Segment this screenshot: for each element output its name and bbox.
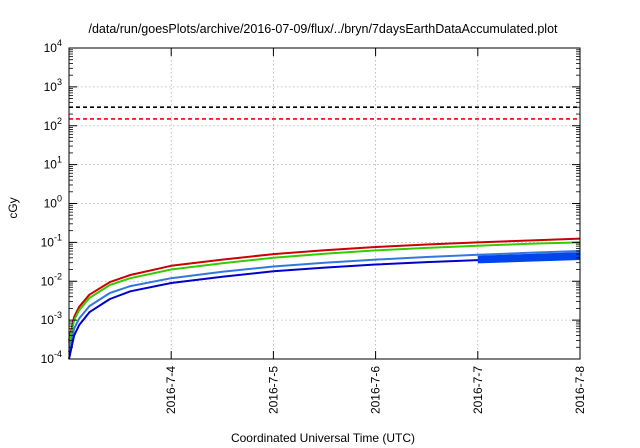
plot-area xyxy=(68,106,581,360)
y-tick-exponent: -4 xyxy=(54,349,62,359)
series-line-9 xyxy=(477,253,581,260)
y-tick-label: 104 xyxy=(44,38,62,55)
y-tick-base: 10 xyxy=(41,352,55,366)
y-tick-label: 101 xyxy=(44,155,62,172)
y-tick-exponent: -3 xyxy=(54,310,62,320)
y-tick-exponent: 2 xyxy=(57,116,62,126)
y-tick-label: 102 xyxy=(44,116,62,133)
x-tick-label: 2016-7-7 xyxy=(471,366,485,414)
series-line-6 xyxy=(68,255,581,360)
y-axis-label: cGy xyxy=(6,197,20,218)
y-tick-base: 10 xyxy=(44,80,58,94)
series-line-10 xyxy=(477,252,581,259)
y-tick-exponent: -1 xyxy=(54,232,62,242)
y-tick-exponent: 4 xyxy=(57,38,62,48)
series-line-4 xyxy=(68,241,581,344)
x-tick-label: 2016-7-6 xyxy=(369,366,383,414)
y-tick-base: 10 xyxy=(41,313,55,327)
y-tick-base: 10 xyxy=(44,197,58,211)
series-line-8 xyxy=(477,255,581,262)
y-tick-exponent: 1 xyxy=(57,155,62,165)
y-tick-label: 100 xyxy=(44,194,62,211)
x-tick-label: 2016-7-4 xyxy=(164,366,178,414)
y-tick-base: 10 xyxy=(44,119,58,133)
series-line-7 xyxy=(477,257,581,264)
y-tick-label: 10-4 xyxy=(41,349,62,366)
y-tick-label: 103 xyxy=(44,77,62,94)
series-line-3 xyxy=(68,237,581,341)
x-axis-label: Coordinated Universal Time (UTC) xyxy=(231,431,415,445)
x-tick-label: 2016-7-5 xyxy=(266,366,280,414)
y-tick-base: 10 xyxy=(44,158,58,172)
y-tick-exponent: 3 xyxy=(57,77,62,87)
grid xyxy=(69,48,580,359)
x-tick-label: 2016-7-8 xyxy=(573,366,587,414)
series-line-5 xyxy=(68,250,581,353)
y-tick-label: 10-1 xyxy=(41,232,62,249)
y-tick-exponent: -2 xyxy=(54,271,62,281)
y-tick-base: 10 xyxy=(41,274,55,288)
y-tick-base: 10 xyxy=(41,235,55,249)
y-tick-label: 10-3 xyxy=(41,310,62,327)
y-tick-base: 10 xyxy=(44,41,58,55)
chart-title: /data/run/goesPlots/archive/2016-07-09/f… xyxy=(88,22,558,36)
y-tick-label: 10-2 xyxy=(41,271,62,288)
y-tick-exponent: 0 xyxy=(57,194,62,204)
